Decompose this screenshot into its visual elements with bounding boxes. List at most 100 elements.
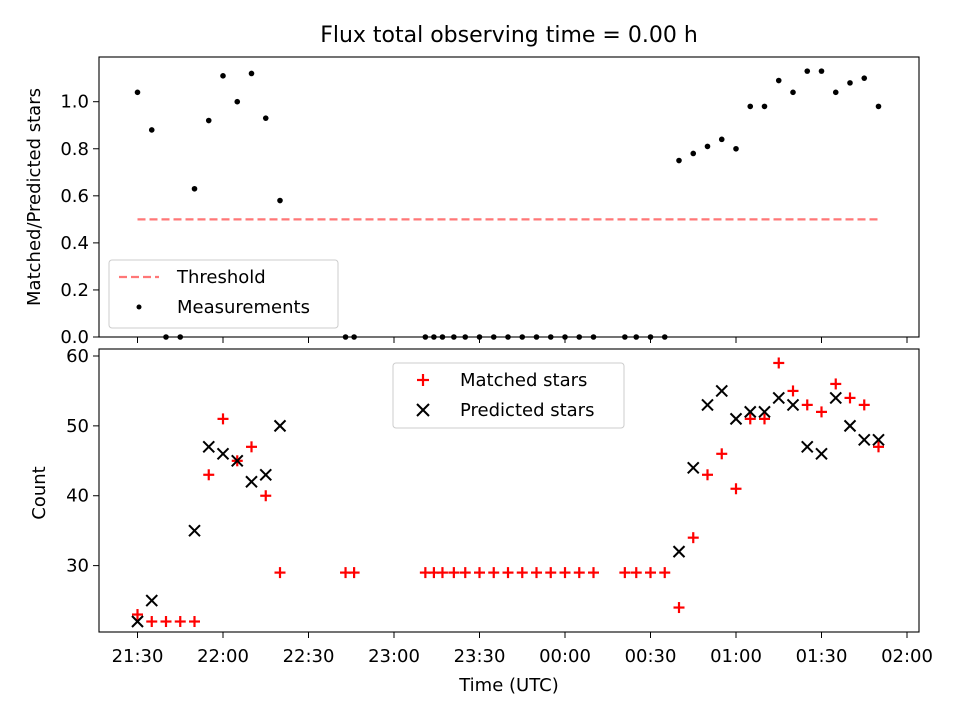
predicted-star-point xyxy=(858,433,871,447)
matched-star-point xyxy=(260,490,272,502)
matched-star-point xyxy=(873,441,884,453)
measurement-point xyxy=(234,98,241,105)
measurement-point xyxy=(832,89,839,96)
matched-star-point xyxy=(702,469,713,481)
predicted-star-point xyxy=(672,545,686,558)
top-y-tick-label: 0.6 xyxy=(60,186,89,207)
legend-threshold-label: Threshold xyxy=(176,267,266,288)
bottom-plot-frame xyxy=(98,348,920,633)
top-panel: 0.0 0.2 0.4 0.6 0.8 1.0 Matched/Predicted sta… xyxy=(24,56,920,348)
matched-star-point xyxy=(559,567,571,579)
matched-star-point xyxy=(160,616,172,628)
x-tick-label: 21:30 xyxy=(112,646,164,667)
predicted-star-point xyxy=(772,391,785,405)
measurement-point xyxy=(747,103,754,110)
x-tick-label: 00:00 xyxy=(539,646,591,667)
matched-star-point xyxy=(630,567,642,579)
x-tick-label: 23:30 xyxy=(454,646,506,667)
matched-star-point xyxy=(744,413,756,425)
matched-star-point xyxy=(830,378,842,390)
x-tick-label: 02:00 xyxy=(881,646,933,667)
x-tick-label: 01:00 xyxy=(710,646,762,667)
matched-star-point xyxy=(659,567,671,579)
predicted-star-point xyxy=(231,454,244,468)
matched-star-point xyxy=(146,616,158,628)
top-x-axis-ticks xyxy=(137,337,908,343)
bottom-panel: 30 40 50 60 21:30 22:00 22:30 23:00 23:30 00:00 0… xyxy=(29,346,933,696)
matched-star-point xyxy=(730,483,742,495)
matched-star-point xyxy=(844,392,856,404)
legend-measurements-swatch xyxy=(136,304,142,310)
matched-star-point xyxy=(787,385,799,397)
matched-star-point xyxy=(436,567,448,579)
predicted-star-point xyxy=(687,461,700,474)
x-axis-label: Time (UTC) xyxy=(458,675,559,696)
matched-star-point xyxy=(459,567,471,579)
measurement-point xyxy=(733,145,739,152)
matched-star-point xyxy=(673,602,685,614)
x-tick-label: 23:00 xyxy=(368,646,420,667)
measurement-point xyxy=(134,89,141,96)
measurement-point xyxy=(761,103,768,110)
matched-star-point xyxy=(132,609,143,621)
top-y-tick-label: 0.4 xyxy=(60,233,89,254)
bottom-plot-content xyxy=(131,357,885,628)
bottom-y-tick-label: 60 xyxy=(66,346,89,367)
matched-star-point xyxy=(174,616,186,628)
x-tick-label: 22:30 xyxy=(283,646,335,667)
matched-star-point xyxy=(516,567,528,579)
matched-star-point xyxy=(474,567,485,579)
measurement-point xyxy=(191,185,198,192)
bottom-y-tick-label: 30 xyxy=(66,556,89,577)
measurement-point xyxy=(790,89,796,96)
matched-star-point xyxy=(687,532,699,544)
matched-star-point xyxy=(217,413,229,425)
predicted-star-point xyxy=(843,419,857,433)
matched-star-point xyxy=(203,469,215,481)
top-y-tick-label: 1.0 xyxy=(60,92,89,113)
predicted-star-point xyxy=(715,384,728,398)
top-y-tick-label: 0.8 xyxy=(60,139,89,160)
predicted-star-point xyxy=(744,405,757,419)
measurement-point xyxy=(818,68,825,74)
measurement-point xyxy=(262,115,269,121)
predicted-star-point xyxy=(701,398,714,412)
bottom-x-axis-ticks: 21:30 22:00 22:30 23:00 23:30 00:00 00:30 01:00… xyxy=(112,632,933,667)
bottom-y-tick-label: 40 xyxy=(66,486,89,507)
matched-star-point xyxy=(773,357,785,369)
measurement-point xyxy=(248,70,255,77)
matched-star-point xyxy=(759,413,770,425)
x-tick-label: 00:30 xyxy=(625,646,677,667)
measurement-point xyxy=(676,157,682,164)
bottom-legend-box xyxy=(392,362,625,429)
measurement-point xyxy=(277,197,283,204)
measurement-point xyxy=(690,150,697,157)
predicted-star-point xyxy=(872,433,885,447)
matched-star-point xyxy=(816,406,827,418)
predicted-star-point xyxy=(273,419,287,433)
top-legend-box xyxy=(108,259,339,329)
top-y-tick-label: 0.2 xyxy=(60,280,89,301)
measurement-point xyxy=(704,143,711,150)
matched-star-point xyxy=(502,567,514,579)
predicted-star-point xyxy=(216,447,230,461)
predicted-star-point xyxy=(729,412,743,426)
legend-predicted-swatch xyxy=(416,403,430,417)
matched-star-point xyxy=(573,567,585,579)
matched-star-point xyxy=(619,567,631,579)
bottom-y-axis-ticks: 30 40 50 60 xyxy=(66,346,99,577)
matched-star-point xyxy=(531,567,542,579)
top-plot-frame xyxy=(98,56,920,338)
bottom-y-axis-label: Count xyxy=(29,466,50,519)
top-plot-content xyxy=(134,68,882,340)
top-y-axis-ticks: 0.0 0.2 0.4 0.6 0.8 1.0 xyxy=(60,92,99,348)
predicted-star-point xyxy=(259,468,272,481)
predicted-star-point xyxy=(815,447,828,461)
matched-star-point xyxy=(545,567,557,579)
matched-star-point xyxy=(645,567,656,579)
predicted-star-point xyxy=(202,440,215,454)
legend-measurements-label: Measurements xyxy=(177,297,310,318)
top-legend: Threshold Measurements xyxy=(108,259,339,329)
bottom-y-tick-label: 50 xyxy=(66,416,89,437)
